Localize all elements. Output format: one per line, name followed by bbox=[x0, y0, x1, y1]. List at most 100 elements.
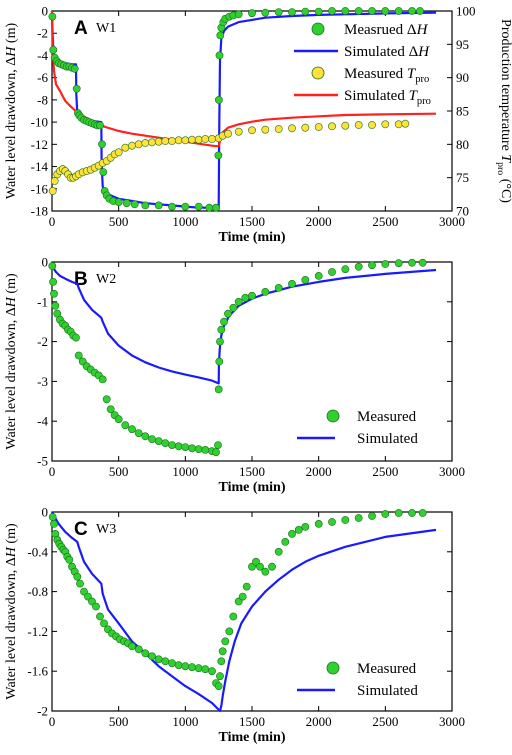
legend-marker bbox=[311, 66, 325, 80]
data-point bbox=[248, 9, 256, 18]
data-point bbox=[188, 135, 196, 144]
y2-tick-label: 100 bbox=[456, 4, 476, 19]
y-tick-label: -2 bbox=[37, 704, 48, 719]
data-point bbox=[288, 8, 296, 16]
data-point bbox=[148, 138, 156, 147]
data-point bbox=[241, 293, 250, 302]
data-point bbox=[261, 8, 270, 17]
data-point bbox=[248, 291, 256, 300]
data-point bbox=[214, 682, 223, 690]
data-point bbox=[122, 199, 131, 208]
data-point bbox=[72, 84, 81, 93]
legend-label: Measrued ΔH bbox=[344, 22, 429, 38]
data-point bbox=[70, 64, 79, 73]
data-point bbox=[96, 121, 104, 130]
data-point bbox=[194, 202, 203, 211]
data-point bbox=[128, 141, 136, 150]
data-point bbox=[229, 303, 238, 312]
data-point bbox=[216, 672, 224, 681]
data-point bbox=[201, 135, 210, 143]
data-point bbox=[181, 136, 190, 145]
data-point bbox=[48, 12, 57, 21]
y2-tick-label: 95 bbox=[456, 37, 469, 52]
data-point bbox=[225, 627, 234, 636]
y-tick-label: 0 bbox=[42, 255, 49, 270]
data-point bbox=[261, 287, 270, 296]
x-tick-label: 500 bbox=[109, 464, 129, 479]
data-point bbox=[314, 520, 323, 528]
data-point bbox=[301, 523, 310, 531]
data-point bbox=[216, 337, 224, 346]
data-point bbox=[221, 637, 230, 646]
y-tick-label: -3 bbox=[37, 374, 48, 389]
series-simulated-h bbox=[50, 10, 437, 210]
data-point bbox=[381, 260, 390, 268]
data-point bbox=[394, 120, 403, 129]
legend-label: Simulated ΔH bbox=[344, 44, 430, 60]
y-axis-label: Water level drawdown, ΔH (m) bbox=[4, 23, 19, 200]
data-point bbox=[218, 647, 227, 656]
data-point bbox=[224, 129, 232, 138]
x-axis-label: Time (min) bbox=[218, 730, 285, 745]
data-point bbox=[130, 200, 139, 209]
data-point bbox=[50, 177, 59, 185]
data-point bbox=[72, 333, 80, 342]
legend: Measured Simulated bbox=[297, 661, 418, 699]
data-point bbox=[168, 441, 176, 449]
data-point bbox=[161, 137, 170, 145]
x-tick-label: 1000 bbox=[172, 714, 198, 729]
legend-label: Measured bbox=[357, 409, 417, 425]
data-point bbox=[368, 121, 376, 129]
data-point bbox=[217, 657, 226, 666]
data-point bbox=[194, 135, 203, 144]
series-measrued-h bbox=[48, 7, 424, 212]
data-point bbox=[96, 612, 104, 621]
series-line bbox=[50, 261, 437, 385]
data-point bbox=[401, 119, 410, 128]
data-point bbox=[161, 439, 170, 447]
plot-frame bbox=[51, 511, 453, 712]
x-tick-label: 500 bbox=[109, 214, 129, 229]
data-point bbox=[314, 271, 323, 280]
y-tick-label: -6 bbox=[37, 70, 48, 85]
data-point bbox=[224, 309, 232, 318]
data-point bbox=[128, 642, 136, 651]
panel-w3: 0 500 1000 1500 2000 2500 3000 0 -0.4 -0.8 -1.2 -1.… bbox=[4, 505, 465, 746]
x-tick-label: 1000 bbox=[172, 214, 198, 229]
y2-tick-label: 85 bbox=[456, 104, 469, 119]
x-tick-label: 500 bbox=[109, 714, 129, 729]
data-point bbox=[281, 538, 290, 546]
data-point bbox=[188, 444, 196, 453]
y-tick-label: -8 bbox=[37, 92, 48, 107]
data-point bbox=[154, 201, 163, 210]
data-point bbox=[212, 448, 220, 457]
data-point bbox=[168, 137, 176, 145]
data-point bbox=[98, 140, 106, 149]
data-point bbox=[114, 148, 123, 157]
data-point bbox=[368, 7, 376, 15]
data-point bbox=[328, 518, 336, 526]
data-point bbox=[181, 443, 190, 451]
panel-letter: A bbox=[74, 18, 88, 39]
data-point bbox=[174, 442, 183, 451]
y2-tick-label: 90 bbox=[456, 70, 469, 85]
y2-tick-label: 75 bbox=[456, 170, 469, 185]
data-point bbox=[301, 275, 310, 284]
y-tick-label: -2 bbox=[37, 334, 48, 349]
data-point bbox=[121, 421, 130, 430]
x-axis-label: Time (min) bbox=[218, 230, 285, 245]
data-point bbox=[341, 7, 350, 15]
data-point bbox=[341, 121, 350, 130]
data-point bbox=[148, 435, 156, 443]
data-point bbox=[248, 126, 256, 135]
data-point bbox=[168, 202, 176, 211]
data-point bbox=[314, 7, 323, 16]
data-point bbox=[168, 659, 176, 668]
data-point bbox=[394, 509, 403, 517]
data-point bbox=[65, 555, 74, 564]
panel-letter: C bbox=[74, 519, 88, 540]
x-tick-label: 0 bbox=[49, 214, 56, 229]
x-tick-label: 2000 bbox=[306, 214, 332, 229]
series-measured bbox=[48, 258, 427, 457]
y-axis-label: Water level drawdown, ΔH (m) bbox=[4, 523, 19, 700]
